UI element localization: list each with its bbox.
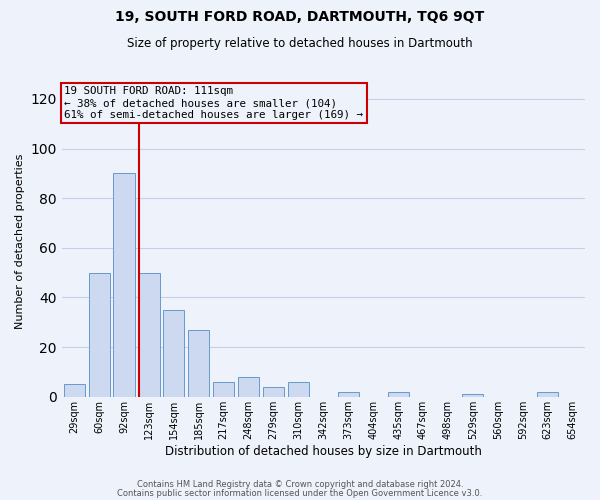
- Bar: [263, 387, 284, 397]
- Bar: [338, 392, 359, 397]
- Bar: [537, 392, 558, 397]
- Bar: [238, 377, 259, 397]
- Text: 19, SOUTH FORD ROAD, DARTMOUTH, TQ6 9QT: 19, SOUTH FORD ROAD, DARTMOUTH, TQ6 9QT: [115, 10, 485, 24]
- Bar: [188, 330, 209, 397]
- Text: Contains public sector information licensed under the Open Government Licence v3: Contains public sector information licen…: [118, 488, 482, 498]
- Bar: [288, 382, 309, 397]
- Bar: [388, 392, 409, 397]
- Bar: [462, 394, 484, 397]
- Bar: [89, 272, 110, 397]
- Bar: [213, 382, 235, 397]
- Y-axis label: Number of detached properties: Number of detached properties: [15, 154, 25, 330]
- Bar: [163, 310, 184, 397]
- Bar: [64, 384, 85, 397]
- Text: Contains HM Land Registry data © Crown copyright and database right 2024.: Contains HM Land Registry data © Crown c…: [137, 480, 463, 489]
- Text: Size of property relative to detached houses in Dartmouth: Size of property relative to detached ho…: [127, 38, 473, 51]
- Bar: [113, 174, 134, 397]
- Text: 19 SOUTH FORD ROAD: 111sqm
← 38% of detached houses are smaller (104)
61% of sem: 19 SOUTH FORD ROAD: 111sqm ← 38% of deta…: [64, 86, 364, 120]
- Bar: [139, 272, 160, 397]
- X-axis label: Distribution of detached houses by size in Dartmouth: Distribution of detached houses by size …: [165, 444, 482, 458]
